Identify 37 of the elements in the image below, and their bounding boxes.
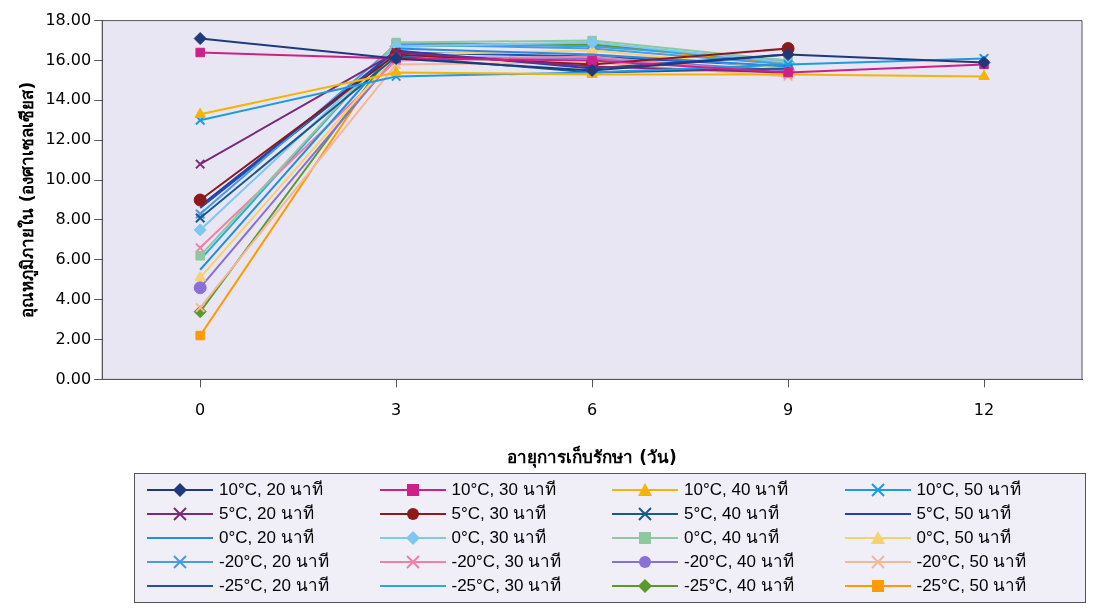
legend-label: -20°C, 50 นาที — [916, 551, 1027, 573]
x-tick-label: 3 — [391, 400, 402, 420]
legend-label: -25°C, 50 นาที — [916, 575, 1027, 597]
legend-label: 0°C, 50 นาที — [916, 527, 1012, 549]
legend-label: 0°C, 20 นาที — [219, 527, 314, 549]
y-tick-label: 10.00 — [45, 169, 92, 189]
y-tick-label: 0.00 — [55, 368, 92, 388]
y-tick-label: 8.00 — [55, 209, 92, 229]
y-tick-label: 16.00 — [45, 49, 92, 69]
x-tick-label: 12 — [973, 400, 995, 420]
legend-label: 10°C, 50 นาที — [916, 479, 1021, 501]
legend-label: 5°C, 20 นาที — [219, 503, 314, 525]
legend-label: -20°C, 30 นาที — [451, 551, 562, 573]
legend-label: -25°C, 30 นาที — [451, 575, 562, 597]
x-tick-label: 0 — [195, 400, 206, 420]
y-tick-label: 12.00 — [45, 129, 92, 149]
y-axis-title: อุณหภูมิภายใน (องศาเซลเซียส) — [16, 81, 39, 319]
y-tick-label: 2.00 — [55, 328, 92, 348]
legend-label: 0°C, 30 นาที — [451, 527, 547, 549]
legend-label: 5°C, 40 นาที — [684, 503, 779, 525]
legend-label: -25°C, 40 นาที — [684, 575, 794, 597]
legend-label: -20°C, 40 นาที — [684, 551, 794, 573]
legend-label: 5°C, 50 นาที — [916, 503, 1012, 525]
y-tick-label: 14.00 — [45, 89, 92, 109]
legend-label: 5°C, 30 นาที — [451, 503, 547, 525]
legend-label: -20°C, 20 นาที — [219, 551, 329, 573]
y-tick-label: 18.00 — [45, 9, 92, 29]
x-tick-label: 6 — [587, 400, 598, 420]
x-tick-label: 9 — [782, 400, 794, 420]
legend-label: -25°C, 20 นาที — [219, 575, 329, 597]
x-axis-title: อายุการเก็บรักษา (วัน) — [507, 445, 677, 469]
legend-label: 10°C, 30 นาที — [451, 479, 556, 501]
legend-label: 10°C, 20 นาที — [219, 479, 324, 501]
legend-label: 0°C, 40 นาที — [684, 527, 779, 549]
y-tick-label: 6.00 — [55, 248, 92, 268]
legend-label: 10°C, 40 นาที — [684, 479, 789, 501]
y-tick-label: 4.00 — [55, 288, 92, 308]
